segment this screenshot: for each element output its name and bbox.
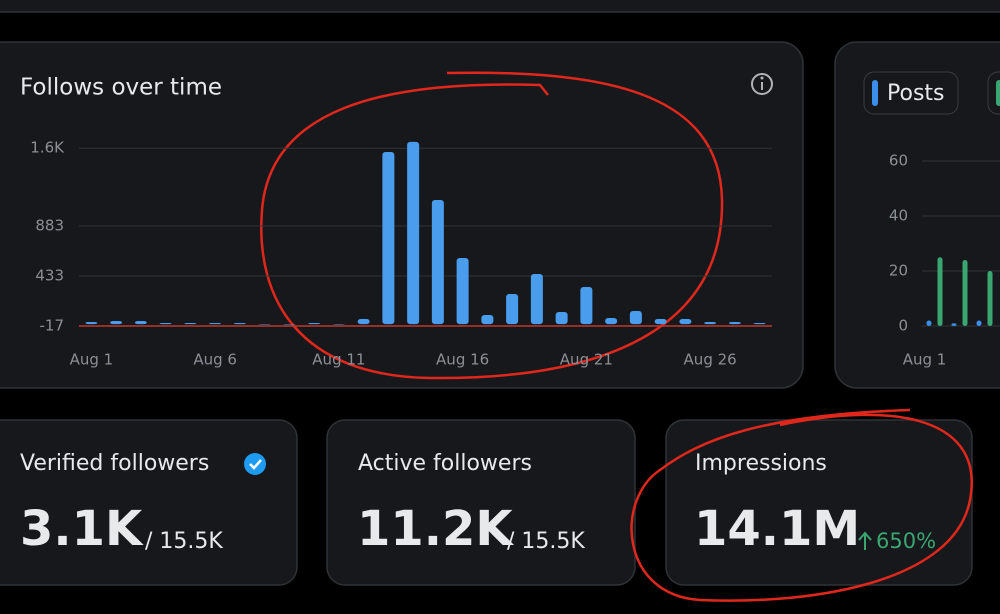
- y-tick-label: 20: [889, 262, 908, 280]
- annotation: [260, 71, 973, 602]
- y-tick-label: 40: [889, 207, 908, 225]
- x-tick-label: Aug 6: [193, 351, 237, 369]
- bar: [357, 318, 370, 325]
- x-tick-label: Aug 21: [560, 351, 613, 369]
- stat-title: Verified followers: [20, 451, 209, 476]
- bar: [530, 273, 543, 325]
- bar: [110, 320, 123, 325]
- bar: [679, 318, 692, 325]
- y-tick-label: 0: [898, 317, 908, 335]
- bar: [728, 321, 741, 325]
- bar: [184, 322, 197, 325]
- bar: [629, 310, 642, 325]
- bar: [987, 271, 993, 326]
- verified-badge: [244, 453, 266, 475]
- y-tick-label: 883: [35, 216, 64, 234]
- top-card: [0, 0, 1000, 13]
- legend-swatch: [872, 80, 878, 106]
- stat-value: 11.2K: [357, 501, 514, 557]
- stats: Verified followers 3.1K / 15.5K Active f…: [20, 451, 936, 557]
- y-tick-label: 1.6K: [30, 139, 65, 157]
- stat-total: / 15.5K: [507, 529, 585, 554]
- bar: [926, 320, 932, 326]
- stat-value: 14.1M: [694, 501, 860, 557]
- x-tick-label: Aug 26: [684, 351, 737, 369]
- bar: [951, 323, 957, 326]
- bar: [962, 260, 968, 326]
- x-tick-label: Aug 16: [436, 351, 489, 369]
- x-tick-label: Aug 1: [903, 351, 947, 369]
- chart: [922, 160, 1000, 327]
- up-arrow: [858, 531, 872, 550]
- legend: Posts: [863, 71, 1000, 115]
- legend-button[interactable]: [863, 71, 959, 115]
- stat-title: Active followers: [358, 451, 532, 476]
- bar: [704, 321, 717, 325]
- bar: [976, 320, 982, 326]
- chart-title: Follows over time: [20, 75, 222, 101]
- bar: [283, 324, 296, 325]
- bar: [456, 257, 469, 325]
- bar: [937, 257, 943, 326]
- stat-card: [0, 419, 298, 586]
- stat-title: Impressions: [695, 451, 827, 476]
- legend-swatch: [996, 80, 1000, 106]
- bar: [407, 141, 420, 325]
- bar: [258, 324, 271, 325]
- bar: [382, 151, 395, 325]
- bar: [605, 317, 618, 325]
- bar: [233, 322, 246, 325]
- legend-label: Posts: [887, 81, 945, 106]
- bar: [159, 322, 172, 325]
- stat-card: [665, 419, 973, 586]
- bar: [753, 322, 766, 325]
- chart: [79, 141, 772, 327]
- bar: [580, 286, 593, 325]
- bar: [134, 320, 147, 325]
- info-icon[interactable]: [751, 73, 773, 95]
- bar: [506, 293, 519, 325]
- chart-card: [0, 41, 804, 389]
- bar: [85, 321, 98, 325]
- bar: [209, 322, 222, 325]
- chart-card: [834, 41, 1000, 389]
- y-tick-label: -17: [40, 317, 65, 335]
- bar: [654, 318, 667, 325]
- bar: [481, 314, 494, 325]
- y-tick-label: 433: [35, 266, 64, 284]
- stat-change: 650%: [876, 529, 936, 553]
- bar: [332, 323, 345, 325]
- bar: [555, 311, 568, 325]
- bar: [431, 199, 444, 325]
- y-tick-label: 60: [889, 152, 908, 170]
- x-tick-label: Aug 1: [70, 351, 114, 369]
- x-tick-label: Aug 11: [312, 351, 365, 369]
- stat-value: 3.1K: [20, 501, 144, 557]
- stat-total: / 15.5K: [145, 529, 223, 554]
- bar: [308, 322, 321, 325]
